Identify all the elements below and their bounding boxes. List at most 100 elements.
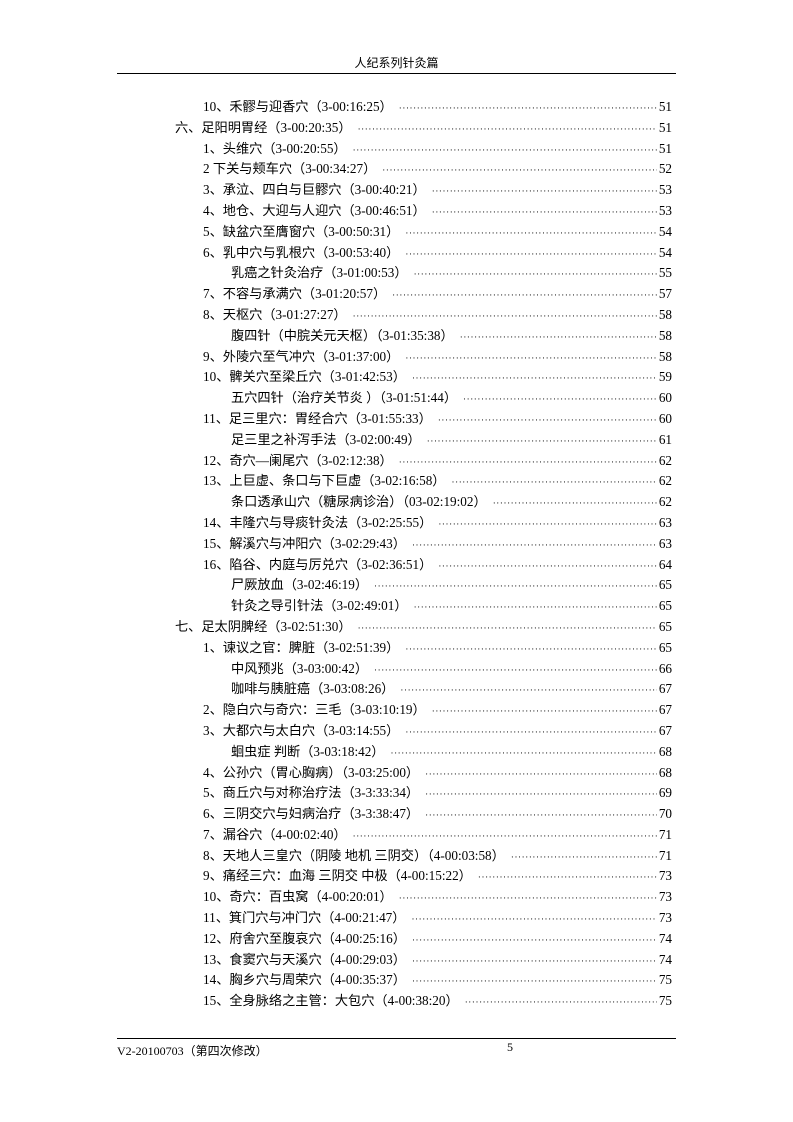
toc-entry[interactable]: 6、乳中穴与乳根穴（3-00:53:40） 54 bbox=[117, 242, 672, 263]
toc-entry-title: 15、解溪穴与冲阳穴（3-02:29:43） bbox=[203, 535, 406, 551]
dotted-leader bbox=[374, 665, 657, 675]
toc-entry[interactable]: 14、胸乡穴与周荣穴（4-00:35:37） 75 bbox=[117, 969, 672, 990]
toc-entry-page: 66 bbox=[658, 660, 672, 676]
toc-entry[interactable]: 5、缺盆穴至膺窗穴（3-00:50:31） 54 bbox=[117, 221, 672, 242]
toc-entry-title: 针灸之导引针法（3-02:49:01） bbox=[231, 598, 408, 614]
toc-entry-title: 4、地仓、大迎与人迎穴（3-00:46:51） bbox=[203, 202, 426, 218]
toc-entry[interactable]: 8、天地人三皇穴（阴陵 地机 三阴交）（4-00:03:58） 71 bbox=[117, 845, 672, 866]
toc-entry-page: 53 bbox=[658, 182, 672, 198]
toc-entry[interactable]: 尸厥放血（3-02:46:19） 65 bbox=[117, 574, 672, 595]
toc-chapter-entry[interactable]: 六、足阳明胃经（3-00:20:35） 51 bbox=[117, 117, 672, 138]
toc-entry-page: 73 bbox=[658, 868, 672, 884]
toc-entry[interactable]: 5、商丘穴与对称治疗法（3-3:33:34） 69 bbox=[117, 782, 672, 803]
toc-entry-page: 60 bbox=[658, 390, 672, 406]
toc-entry-page: 57 bbox=[658, 286, 672, 302]
toc-entry[interactable]: 1、头维穴（3-00:20:55） 51 bbox=[117, 138, 672, 159]
toc-entry[interactable]: 15、全身脉络之主管：大包穴（4-00:38:20） 75 bbox=[117, 990, 672, 1011]
toc-entry[interactable]: 4、公孙穴（胃心胸病）（3-03:25:00） 68 bbox=[117, 762, 672, 783]
toc-entry-page: 74 bbox=[658, 930, 672, 946]
header-title: 人纪系列针灸篇 bbox=[354, 56, 439, 70]
toc-entry-page: 73 bbox=[658, 910, 672, 926]
dotted-leader bbox=[353, 145, 657, 155]
toc-entry[interactable]: 条口透承山穴（糖尿病诊治）（03-02:19:02） 62 bbox=[117, 491, 672, 512]
dotted-leader bbox=[399, 893, 657, 903]
dotted-leader bbox=[460, 332, 657, 342]
toc-entry[interactable]: 7、不容与承满穴（3-01:20:57） 57 bbox=[117, 283, 672, 304]
toc-entry[interactable]: 11、足三里穴：胃经合穴（3-01:55:33） 60 bbox=[117, 408, 672, 429]
dotted-leader bbox=[405, 249, 656, 259]
footer-page-number: 5 bbox=[507, 1040, 513, 1054]
toc-entry-page: 53 bbox=[658, 202, 672, 218]
toc-entry-title: 五穴四针（治疗关节炎 ）（3-01:51:44） bbox=[231, 390, 458, 406]
toc-entry[interactable]: 针灸之导引针法（3-02:49:01） 65 bbox=[117, 595, 672, 616]
dotted-leader bbox=[463, 394, 657, 404]
dotted-leader bbox=[412, 956, 657, 966]
toc-entry[interactable]: 10、奇穴：百虫窝（4-00:20:01） 73 bbox=[117, 886, 672, 907]
dotted-leader bbox=[432, 186, 657, 196]
toc-entry-page: 52 bbox=[658, 161, 672, 177]
toc-entry-page: 58 bbox=[658, 348, 672, 364]
toc-entry-page: 54 bbox=[658, 223, 672, 239]
toc-entry-page: 62 bbox=[658, 494, 672, 510]
toc-entry-title: 中风预兆（3-03:00:42） bbox=[231, 660, 369, 676]
toc-entry[interactable]: 乳癌之针灸治疗（3-01:00:53） 55 bbox=[117, 262, 672, 283]
toc-entry[interactable]: 12、奇穴—阑尾穴（3-02:12:38） 62 bbox=[117, 450, 672, 471]
toc-entry-title: 条口透承山穴（糖尿病诊治）（03-02:19:02） bbox=[231, 494, 487, 510]
toc-entry-title: 1、谏议之官：脾脏（3-02:51:39） bbox=[203, 639, 400, 655]
toc-entry[interactable]: 蛔虫症 判断（3-03:18:42） 68 bbox=[117, 741, 672, 762]
toc-entry[interactable]: 15、解溪穴与冲阳穴（3-02:29:43） 63 bbox=[117, 533, 672, 554]
toc-entry-page: 54 bbox=[658, 244, 672, 260]
toc-entry[interactable]: 12、府舍穴至腹哀穴（4-00:25:16） 74 bbox=[117, 928, 672, 949]
toc-entry-page: 71 bbox=[658, 847, 672, 863]
toc-entry-title: 14、胸乡穴与周荣穴（4-00:35:37） bbox=[203, 972, 406, 988]
toc-entry-page: 67 bbox=[658, 681, 672, 697]
toc-entry[interactable]: 咖啡与胰脏癌（3-03:08:26） 67 bbox=[117, 678, 672, 699]
toc-entry[interactable]: 中风预兆（3-03:00:42） 66 bbox=[117, 658, 672, 679]
toc-entry-title: 1、头维穴（3-00:20:55） bbox=[203, 140, 347, 156]
table-of-contents: 10、禾髎与迎香穴（3-00:16:25）51六、足阳明胃经（3-00:20:3… bbox=[117, 96, 672, 1011]
toc-entry[interactable]: 足三里之补泻手法（3-02:00:49） 61 bbox=[117, 429, 672, 450]
page-header: 人纪系列针灸篇 bbox=[117, 54, 676, 74]
toc-entry-title: 蛔虫症 判断（3-03:18:42） bbox=[231, 743, 385, 759]
toc-entry[interactable]: 14、丰隆穴与导痰针灸法（3-02:25:55） 63 bbox=[117, 512, 672, 533]
toc-entry[interactable]: 7、漏谷穴（4-00:02:40） 71 bbox=[117, 824, 672, 845]
toc-entry[interactable]: 13、上巨虚、条口与下巨虚（3-02:16:58） 62 bbox=[117, 470, 672, 491]
toc-entry-page: 62 bbox=[658, 452, 672, 468]
toc-entry-title: 9、外陵穴至气冲穴（3-01:37:00） bbox=[203, 348, 400, 364]
toc-entry[interactable]: 10、髀关穴至梁丘穴（3-01:42:53） 59 bbox=[117, 366, 672, 387]
toc-entry-title: 4、公孙穴（胃心胸病）（3-03:25:00） bbox=[203, 764, 420, 780]
toc-entry-title: 2 下关与颊车穴（3-00:34:27） bbox=[203, 161, 377, 177]
toc-entry[interactable]: 9、外陵穴至气冲穴（3-01:37:00） 58 bbox=[117, 346, 672, 367]
toc-entry[interactable]: 五穴四针（治疗关节炎 ）（3-01:51:44） 60 bbox=[117, 387, 672, 408]
toc-entry-title: 乳癌之针灸治疗（3-01:00:53） bbox=[231, 265, 408, 281]
toc-entry[interactable]: 4、地仓、大迎与人迎穴（3-00:46:51） 53 bbox=[117, 200, 672, 221]
toc-entry[interactable]: 13、食窦穴与天溪穴（4-00:29:03） 74 bbox=[117, 949, 672, 970]
toc-entry[interactable]: 3、承泣、四白与巨髎穴（3-00:40:21） 53 bbox=[117, 179, 672, 200]
toc-entry-title: 12、府舍穴至腹哀穴（4-00:25:16） bbox=[203, 930, 406, 946]
toc-entry[interactable]: 11、箕门穴与冲门穴（4-00:21:47） 73 bbox=[117, 907, 672, 928]
toc-entry-page: 55 bbox=[658, 265, 672, 281]
toc-entry[interactable]: 2 下关与颊车穴（3-00:34:27） 52 bbox=[117, 158, 672, 179]
toc-entry[interactable]: 16、陷谷、内庭与厉兑穴（3-02:36:51） 64 bbox=[117, 554, 672, 575]
toc-entry[interactable]: 10、禾髎与迎香穴（3-00:16:25） 51 bbox=[117, 96, 672, 117]
toc-entry-page: 70 bbox=[658, 806, 672, 822]
footer-version: V2-20100703（第四次修改） bbox=[117, 1044, 268, 1058]
toc-entry-title: 5、缺盆穴至膺窗穴（3-00:50:31） bbox=[203, 223, 400, 239]
toc-entry[interactable]: 2、隐白穴与奇穴：三毛（3-03:10:19） 67 bbox=[117, 699, 672, 720]
toc-entry[interactable]: 6、三阴交穴与妇病治疗（3-3:38:47） 70 bbox=[117, 803, 672, 824]
toc-entry-title: 8、天地人三皇穴（阴陵 地机 三阴交）（4-00:03:58） bbox=[203, 847, 505, 863]
toc-entry[interactable]: 3、大都穴与太白穴（3-03:14:55） 67 bbox=[117, 720, 672, 741]
toc-entry[interactable]: 8、天枢穴（3-01:27:27） 58 bbox=[117, 304, 672, 325]
toc-entry[interactable]: 9、痛经三穴：血海 三阴交 中极（4-00:15:22） 73 bbox=[117, 865, 672, 886]
toc-entry[interactable]: 腹四针（中脘关元天枢）（3-01:35:38） 58 bbox=[117, 325, 672, 346]
toc-entry-page: 65 bbox=[658, 618, 672, 634]
toc-entry-page: 63 bbox=[658, 535, 672, 551]
dotted-leader bbox=[425, 769, 657, 779]
toc-entry-title: 10、髀关穴至梁丘穴（3-01:42:53） bbox=[203, 369, 406, 385]
toc-entry-page: 65 bbox=[658, 598, 672, 614]
toc-entry-page: 67 bbox=[658, 702, 672, 718]
toc-chapter-entry[interactable]: 七、足太阴脾经（3-02:51:30） 65 bbox=[117, 616, 672, 637]
toc-entry[interactable]: 1、谏议之官：脾脏（3-02:51:39） 65 bbox=[117, 637, 672, 658]
toc-entry-title: 3、大都穴与太白穴（3-03:14:55） bbox=[203, 722, 400, 738]
dotted-leader bbox=[411, 914, 656, 924]
